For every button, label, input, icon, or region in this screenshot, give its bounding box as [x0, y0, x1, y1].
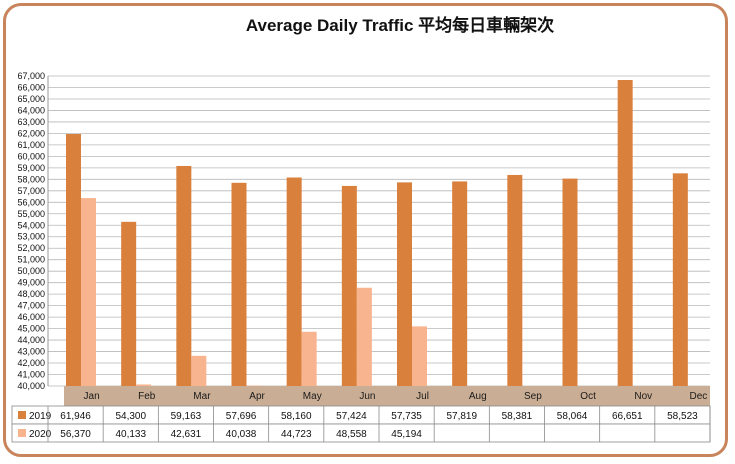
y-tick-label: 67,000 — [17, 71, 45, 81]
y-tick-label: 48,000 — [17, 289, 45, 299]
y-tick-label: 45,000 — [17, 324, 45, 334]
y-tick-label: 53,000 — [17, 232, 45, 242]
y-tick-label: 47,000 — [17, 301, 45, 311]
y-tick-label: 40,000 — [17, 381, 45, 391]
bars — [66, 80, 688, 387]
bar-2019-sep — [507, 174, 523, 386]
bar-2020-may — [301, 331, 317, 386]
legend-swatch-2019 — [18, 411, 26, 419]
y-tick-label: 62,000 — [17, 128, 45, 138]
chart-title: Average Daily Traffic 平均每日車輛架次 — [246, 15, 554, 35]
bar-2020-jun — [356, 287, 372, 386]
data-label-2019: 57,696 — [226, 411, 257, 422]
category-label: Aug — [469, 391, 487, 402]
y-tick-label: 55,000 — [17, 209, 45, 219]
y-tick-label: 43,000 — [17, 347, 45, 357]
bar-2019-jun — [341, 185, 357, 386]
data-label-2020: 48,558 — [336, 429, 367, 440]
bar-2019-oct — [562, 178, 578, 386]
data-label-2020: 44,723 — [281, 429, 312, 440]
data-label-2019: 58,064 — [557, 411, 588, 422]
data-label-2019: 57,819 — [446, 411, 477, 422]
bar-2019-apr — [231, 182, 247, 386]
y-tick-label: 49,000 — [17, 278, 45, 288]
data-label-2020: 40,133 — [115, 429, 146, 440]
bar-2019-may — [286, 177, 302, 386]
category-label: Jan — [84, 391, 100, 402]
y-tick-label: 63,000 — [17, 117, 45, 127]
y-tick-label: 66,000 — [17, 82, 45, 92]
category-label: Dec — [690, 391, 708, 402]
data-label-2020: 45,194 — [391, 429, 422, 440]
data-label-2019: 58,160 — [281, 411, 312, 422]
y-tick-label: 42,000 — [17, 358, 45, 368]
legend-label-2019: 2019 — [29, 411, 52, 422]
category-label: May — [303, 391, 322, 402]
data-label-2020: 56,370 — [60, 429, 91, 440]
data-label-2019: 58,523 — [667, 411, 698, 422]
data-label-2019: 54,300 — [115, 411, 146, 422]
y-tick-label: 61,000 — [17, 140, 45, 150]
bar-2019-dec — [672, 173, 688, 386]
data-label-2019: 57,424 — [336, 411, 367, 422]
y-tick-label: 46,000 — [17, 312, 45, 322]
y-tick-label: 54,000 — [17, 220, 45, 230]
legend-swatch-2020 — [18, 429, 26, 437]
y-tick-label: 50,000 — [17, 266, 45, 276]
data-label-2019: 66,651 — [612, 411, 643, 422]
y-tick-label: 57,000 — [17, 186, 45, 196]
y-tick-label: 60,000 — [17, 151, 45, 161]
category-label: Sep — [524, 391, 542, 402]
bar-2020-jul — [412, 326, 427, 386]
category-label: Feb — [138, 391, 156, 402]
bar-2019-jan — [66, 134, 81, 386]
bar-2020-jan — [81, 198, 96, 386]
y-tick-label: 56,000 — [17, 197, 45, 207]
bar-2019-nov — [617, 80, 633, 387]
data-label-2019: 57,735 — [391, 411, 422, 422]
y-tick-label: 52,000 — [17, 243, 45, 253]
y-tick-label: 65,000 — [17, 94, 45, 104]
category-header-band — [64, 386, 710, 406]
bar-2019-mar — [176, 165, 192, 386]
data-label-2019: 58,381 — [502, 411, 533, 422]
category-label: Mar — [193, 391, 211, 402]
y-tick-label: 59,000 — [17, 163, 45, 173]
legend-label-2020: 2020 — [29, 429, 52, 440]
category-label: Oct — [580, 391, 596, 402]
category-label: Nov — [634, 391, 652, 402]
data-label-2020: 40,038 — [226, 429, 257, 440]
data-table: Jan Feb Mar Apr May Jun Jul Aug Sep Oct Nov Dec 2019… — [11, 386, 711, 443]
bar-2020-feb — [136, 384, 152, 386]
bar-2020-mar — [191, 355, 207, 386]
bar-2019-feb — [121, 221, 137, 386]
data-label-2019: 59,163 — [171, 411, 202, 422]
category-label: Apr — [249, 391, 265, 402]
y-tick-label: 64,000 — [17, 105, 45, 115]
data-label-2020: 42,631 — [171, 429, 202, 440]
y-tick-label: 41,000 — [17, 370, 45, 380]
category-label: Jun — [359, 391, 375, 402]
y-tick-label: 51,000 — [17, 255, 45, 265]
grid-lines — [47, 75, 710, 387]
y-tick-label: 44,000 — [17, 335, 45, 345]
bar-2019-aug — [452, 181, 468, 386]
data-label-2019: 61,946 — [60, 411, 91, 422]
y-tick-label: 58,000 — [17, 174, 45, 184]
bar-2019-jul — [397, 182, 412, 386]
category-label: Jul — [416, 391, 429, 402]
